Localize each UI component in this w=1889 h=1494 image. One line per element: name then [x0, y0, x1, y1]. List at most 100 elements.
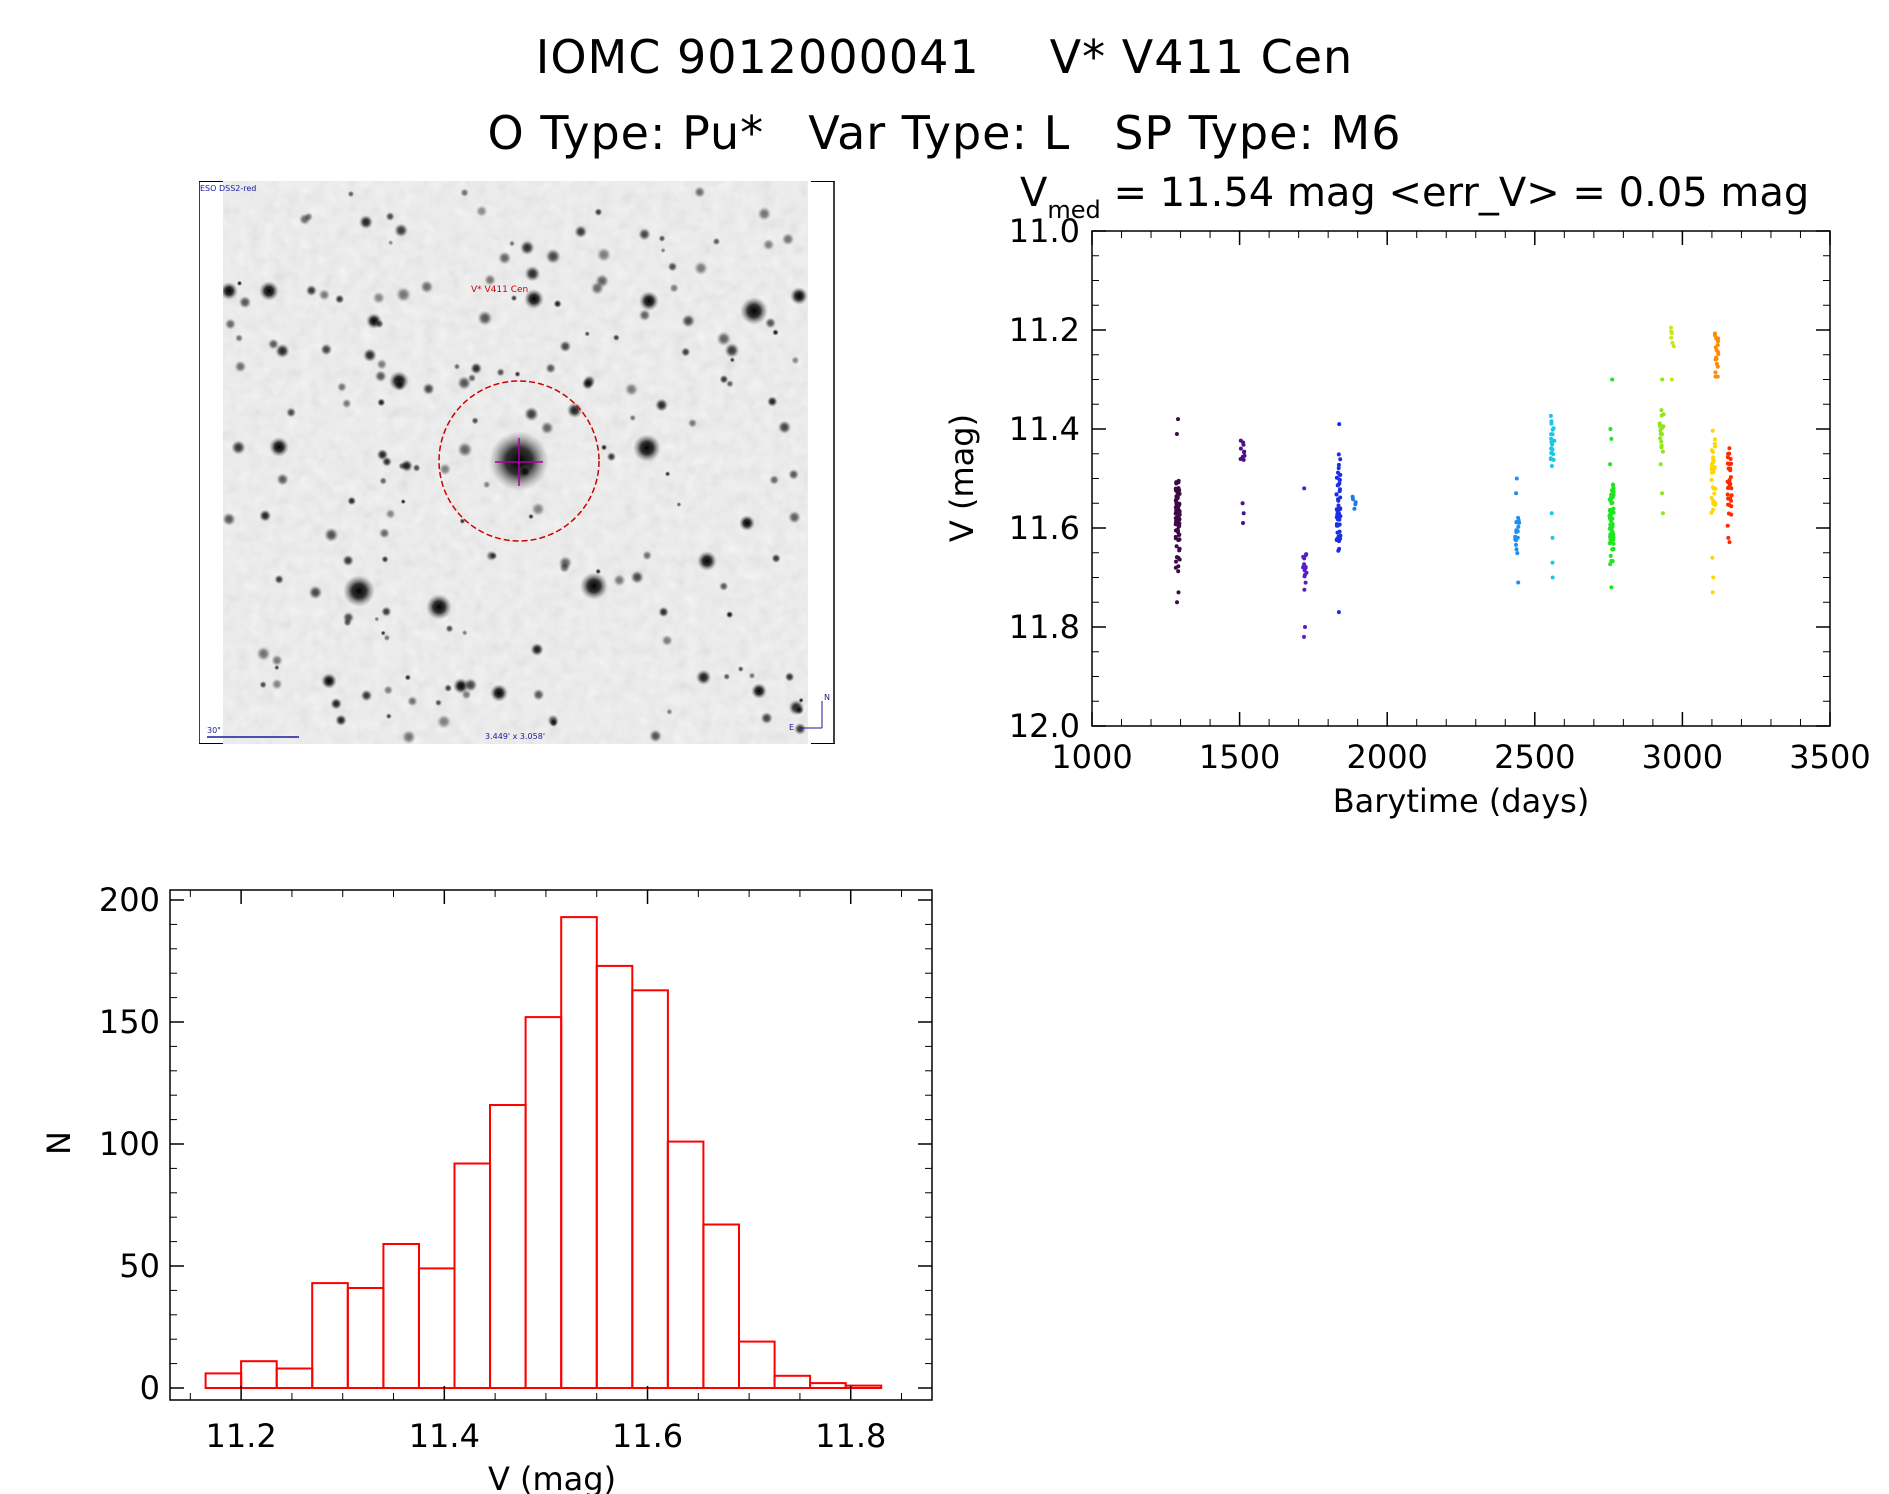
faint-star-146: [222, 512, 236, 527]
faint-star-72: [444, 684, 453, 693]
faint-star-175: [407, 695, 418, 707]
faint-star-79: [274, 664, 280, 671]
histogram-bar: [489, 1104, 527, 1389]
faint-star-15: [259, 509, 272, 522]
faint-star-164: [438, 463, 452, 476]
data-point: [1173, 534, 1178, 539]
data-point: [1671, 344, 1676, 349]
faint-star-118: [383, 634, 391, 642]
light-curve-series-3: [1334, 422, 1343, 615]
star-id-simbad: V* V411 Cen: [1049, 30, 1354, 84]
faint-star-156: [540, 421, 554, 435]
data-point: [1176, 569, 1181, 574]
data-point: [1336, 452, 1341, 457]
histogram-bar: [809, 1382, 847, 1389]
star-4: [269, 437, 289, 457]
faint-star-35: [461, 629, 468, 636]
faint-star-98: [508, 240, 516, 247]
faint-star-25: [461, 689, 472, 700]
data-point: [1549, 436, 1554, 441]
survey-label: ESO DSS2-red: [200, 184, 256, 193]
faint-star-17: [693, 186, 706, 198]
histogram-bar: [275, 1367, 314, 1389]
data-point: [1709, 477, 1714, 482]
faint-star-33: [238, 295, 252, 309]
y-tick-label: 100: [99, 1125, 160, 1163]
faint-star-150: [395, 286, 412, 303]
data-point: [1177, 557, 1182, 562]
data-point: [1611, 535, 1616, 540]
faint-star-19: [760, 711, 773, 725]
light-curve-series-0: [1173, 417, 1182, 605]
faint-star-137: [693, 261, 709, 276]
data-point: [1516, 524, 1521, 529]
x-tick-label: 11.8: [815, 1417, 886, 1455]
data-point: [1659, 426, 1664, 430]
star-17: [259, 281, 279, 301]
histogram-bar: [417, 1267, 456, 1390]
x-tick-label: 2000: [1346, 738, 1427, 776]
data-point: [1550, 535, 1555, 540]
y-tick-label: 200: [99, 881, 160, 919]
y-tick-label: 11.6: [1009, 509, 1080, 547]
faint-star-110: [374, 616, 380, 622]
light-curve-title: Vmed = 11.54 mag <err_V> = 0.05 mag: [1020, 170, 1809, 224]
faint-star-65: [412, 463, 421, 472]
data-point: [1549, 419, 1554, 424]
data-point: [1660, 511, 1665, 516]
faint-star-9: [482, 480, 491, 489]
y-tick-label: 150: [99, 1003, 160, 1041]
data-point: [1175, 493, 1180, 498]
faint-star-142: [729, 357, 735, 363]
data-point: [1176, 564, 1181, 569]
faint-star-37: [377, 398, 386, 407]
faint-star-169: [343, 618, 352, 627]
data-point: [1552, 438, 1557, 443]
data-point: [1711, 575, 1716, 580]
data-point: [1514, 491, 1519, 496]
faint-star-86: [234, 333, 244, 343]
data-point: [1303, 580, 1308, 585]
data-point: [1336, 482, 1341, 487]
data-point: [1550, 575, 1555, 580]
data-point: [1238, 446, 1243, 451]
data-point: [1729, 512, 1734, 517]
faint-star-27: [528, 513, 534, 520]
faint-star-113: [362, 348, 377, 363]
faint-star-167: [624, 382, 639, 397]
faint-star-129: [669, 283, 679, 293]
faint-star-43: [400, 499, 406, 505]
faint-star-87: [757, 206, 772, 221]
data-point: [1659, 443, 1664, 448]
data-point: [1658, 436, 1663, 441]
east-label: E: [789, 723, 794, 732]
data-point: [1338, 472, 1343, 477]
faint-star-0: [460, 188, 469, 198]
light-curve-series-6: [1548, 413, 1557, 580]
data-point: [1241, 457, 1246, 462]
faint-star-158: [581, 377, 594, 390]
star-1: [343, 575, 375, 607]
x-axis-label: Barytime (days): [1333, 782, 1590, 820]
data-point: [1175, 600, 1179, 605]
star-14: [490, 684, 508, 702]
data-point: [1611, 541, 1616, 546]
data-point: [1174, 544, 1179, 549]
data-point: [1728, 468, 1733, 473]
data-point: [1336, 548, 1341, 553]
faint-star-99: [511, 457, 518, 463]
data-point: [1710, 555, 1715, 560]
star-15: [751, 683, 767, 699]
histogram-bar: [666, 1140, 705, 1389]
data-point: [1727, 484, 1732, 489]
data-point: [1716, 352, 1721, 357]
star-13: [739, 515, 755, 531]
y-tick-label: 11.2: [1009, 311, 1080, 349]
x-tick-label: 3000: [1642, 738, 1723, 776]
faint-star-133: [661, 634, 674, 647]
data-point: [1302, 587, 1307, 592]
data-point: [1714, 361, 1719, 366]
data-point: [1712, 491, 1717, 496]
histogram-bar: [346, 1287, 385, 1389]
light-curve-series-12: [1725, 446, 1734, 545]
